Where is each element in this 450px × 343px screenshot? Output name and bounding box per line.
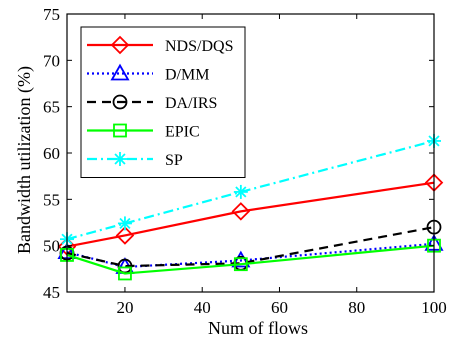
legend-label: EPIC <box>165 124 200 141</box>
legend-item-sp: SP <box>87 152 183 169</box>
axes-layer: 20 40 60 80 100 45 50 55 60 65 70 75 <box>43 5 447 317</box>
data-point-marker <box>110 35 130 55</box>
data-point-marker <box>113 152 127 166</box>
series-epic <box>60 238 441 281</box>
data-point-marker <box>231 250 251 268</box>
data-point-marker <box>233 257 248 272</box>
y-tick-label: 55 <box>43 190 60 209</box>
y-axis-label: Bandwidth utilization (%) <box>14 66 35 254</box>
series-layer <box>57 133 444 281</box>
x-tick-label: 100 <box>421 298 447 317</box>
x-tick-label: 80 <box>348 298 365 317</box>
y-tick-label: 70 <box>43 51 60 70</box>
series-line-nds-dqs <box>66 181 435 248</box>
series-line-da-irs <box>66 226 435 268</box>
data-point-marker-stroke <box>119 217 131 230</box>
x-tick-label: 40 <box>194 298 211 317</box>
legend-item-d-mm: D/MM <box>87 63 209 84</box>
data-point-marker-stroke <box>114 153 126 165</box>
data-point-marker-stroke <box>235 186 247 198</box>
data-point-marker <box>233 184 248 199</box>
legend-label: DA/IRS <box>165 95 217 112</box>
legend-label: SP <box>165 152 183 169</box>
data-point-marker <box>113 123 127 138</box>
legend-item-da-irs: DA/IRS <box>87 94 217 112</box>
series-line-sp <box>66 139 435 241</box>
y-tick-label: 65 <box>43 98 60 117</box>
series-line-epic <box>66 244 435 275</box>
legend-label: NDS/DQS <box>165 38 233 55</box>
data-point-marker <box>117 216 132 231</box>
data-point-marker <box>231 202 251 221</box>
x-tick-label: 60 <box>271 298 288 317</box>
y-tick-label: 75 <box>43 5 60 24</box>
data-point-marker <box>110 63 130 81</box>
data-point-marker <box>115 226 135 245</box>
data-point-marker <box>112 94 128 110</box>
legend-label: D/MM <box>165 67 209 84</box>
legend-item-nds-dqs: NDS/DQS <box>87 35 233 55</box>
x-axis-label: Num of flows <box>208 318 308 338</box>
y-tick-label: 60 <box>43 144 60 163</box>
y-tick-label: 50 <box>43 237 60 256</box>
x-tick-label: 20 <box>116 298 133 317</box>
legend: NDS/DQS D/MM DA/IRS EPIC SP <box>80 26 246 178</box>
data-point-marker <box>118 266 132 281</box>
legend-item-epic: EPIC <box>87 124 200 141</box>
y-tick-label: 45 <box>43 283 60 302</box>
